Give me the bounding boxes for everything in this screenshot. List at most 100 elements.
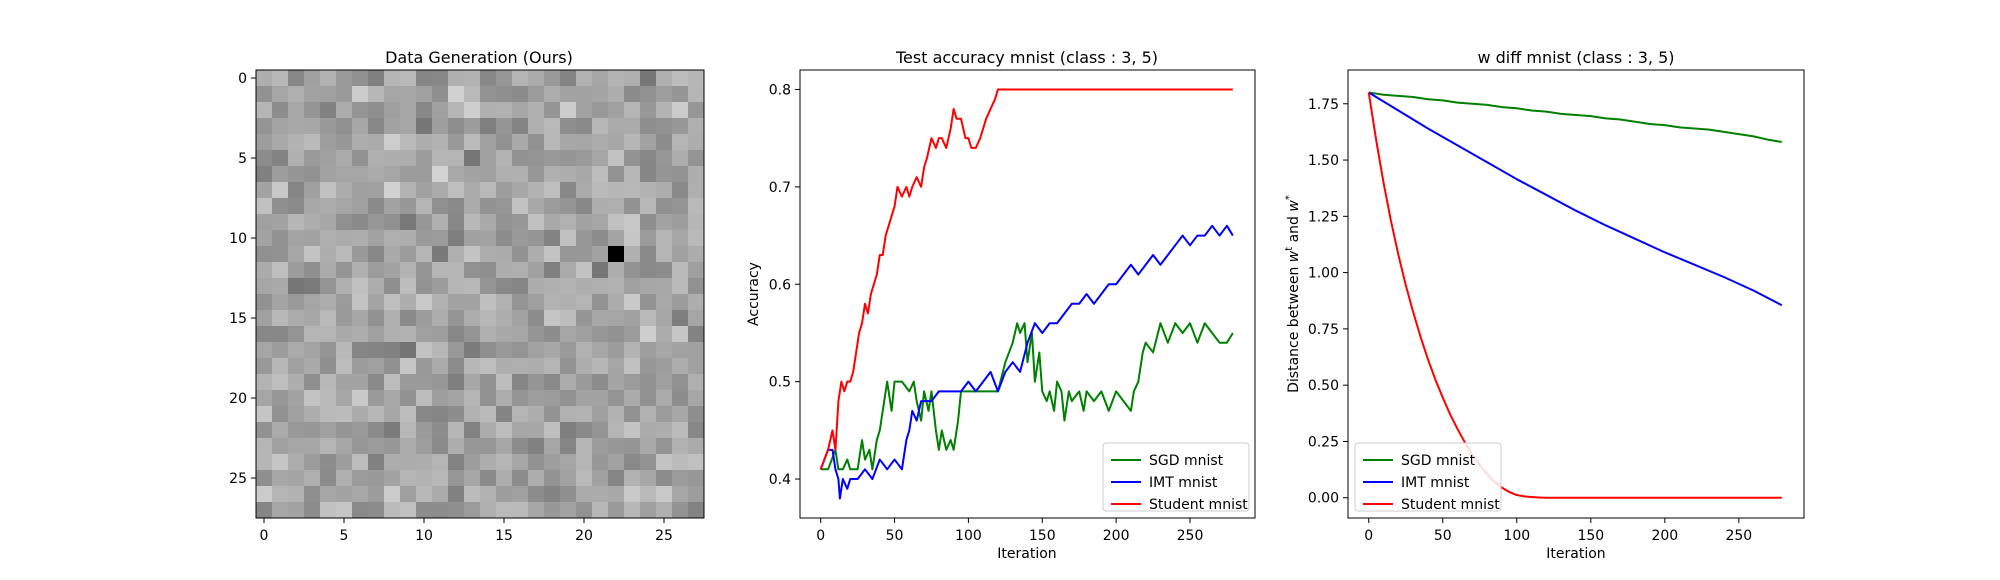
heatmap-cell (528, 294, 545, 311)
heatmap-cell (320, 358, 337, 375)
heatmap-cell (272, 198, 289, 215)
heatmap-cell (432, 310, 449, 327)
heatmap-cell (688, 134, 705, 151)
heatmap-cell (352, 406, 369, 423)
heatmap-cell (304, 230, 321, 247)
heatmap-cell (368, 470, 385, 487)
heatmap-cell (688, 326, 705, 343)
heatmap-cell (560, 454, 577, 471)
heatmap-cell (272, 214, 289, 231)
heatmap-cell (304, 262, 321, 279)
heatmap-cell (672, 422, 689, 439)
heatmap-cell (560, 246, 577, 263)
heatmap-cell (416, 150, 433, 167)
heatmap-cell (464, 390, 481, 407)
wdiff-y-tick-label: 0.75 (1308, 322, 1339, 338)
heatmap-cell (336, 118, 353, 135)
heatmap-cell (592, 102, 609, 119)
heatmap-cell (512, 390, 529, 407)
heatmap-cell (512, 278, 529, 295)
heatmap-x-tick-label: 5 (340, 528, 349, 544)
heatmap-cell (256, 406, 273, 423)
heatmap-cell (480, 390, 497, 407)
heatmap-cell (384, 422, 401, 439)
heatmap-cell (464, 166, 481, 183)
heatmap-cell (656, 246, 673, 263)
wdiff-series-line (1368, 91, 1782, 144)
heatmap-cell (672, 182, 689, 199)
heatmap-cell (496, 438, 513, 455)
heatmap-cell (448, 86, 465, 103)
heatmap-cell (464, 342, 481, 359)
heatmap-cell (528, 342, 545, 359)
heatmap-cell (448, 230, 465, 247)
heatmap-cell (272, 166, 289, 183)
heatmap-x-tick-label: 15 (495, 528, 513, 544)
heatmap-cell (672, 342, 689, 359)
heatmap-cell (336, 102, 353, 119)
accuracy-frame (799, 69, 1256, 519)
heatmap-cell (320, 294, 337, 311)
heatmap-cell (544, 294, 561, 311)
heatmap-cell (576, 150, 593, 167)
heatmap-cell (592, 310, 609, 327)
heatmap-cell (656, 294, 673, 311)
heatmap-cell (496, 230, 513, 247)
heatmap-cell (544, 278, 561, 295)
heatmap-cell (480, 438, 497, 455)
heatmap-cell (304, 182, 321, 199)
heatmap-x-tick-label: 0 (260, 528, 269, 544)
heatmap-cell (592, 118, 609, 135)
accuracy-series-line (819, 224, 1234, 500)
heatmap-cell (640, 358, 657, 375)
heatmap-cell (480, 198, 497, 215)
heatmap-cell (656, 86, 673, 103)
heatmap-cell (368, 262, 385, 279)
heatmap-cell (528, 326, 545, 343)
heatmap-cell (336, 86, 353, 103)
heatmap-cell (352, 438, 369, 455)
accuracy-y-tick-label: 0.8 (769, 82, 791, 98)
heatmap-cell (288, 230, 305, 247)
heatmap-cell (384, 294, 401, 311)
wdiff-frame (1347, 69, 1805, 519)
heatmap-cell (640, 230, 657, 247)
heatmap-cell (432, 486, 449, 503)
heatmap-cell (288, 150, 305, 167)
heatmap-cell (576, 134, 593, 151)
heatmap-cell (288, 470, 305, 487)
heatmap-cell (432, 182, 449, 199)
heatmap-cell (320, 246, 337, 263)
heatmap-cell (368, 182, 385, 199)
heatmap-cell (576, 230, 593, 247)
heatmap-cell (400, 262, 417, 279)
heatmap-cell (592, 214, 609, 231)
heatmap-cell (560, 406, 577, 423)
heatmap-cell (256, 70, 273, 87)
heatmap-cell (624, 134, 641, 151)
heatmap-cell (592, 390, 609, 407)
heatmap-cell (304, 294, 321, 311)
heatmap-cell (464, 454, 481, 471)
heatmap-cell (320, 118, 337, 135)
accuracy-legend-label: SGD mnist (1149, 453, 1224, 469)
heatmap-cell (288, 134, 305, 151)
heatmap-cell (448, 358, 465, 375)
heatmap-cell (272, 422, 289, 439)
heatmap-cell (688, 342, 705, 359)
heatmap-cell (448, 438, 465, 455)
heatmap-cell (368, 70, 385, 87)
heatmap-cell (288, 422, 305, 439)
heatmap-cell (288, 262, 305, 279)
heatmap-cell (464, 70, 481, 87)
heatmap-cell (576, 102, 593, 119)
heatmap-cell (608, 134, 625, 151)
heatmap-cell (272, 246, 289, 263)
heatmap-cell (624, 470, 641, 487)
heatmap-cell (416, 470, 433, 487)
heatmap-cell (368, 278, 385, 295)
heatmap-cell (592, 326, 609, 343)
heatmap-cell (624, 374, 641, 391)
heatmap-cell (288, 70, 305, 87)
heatmap-cell (384, 374, 401, 391)
